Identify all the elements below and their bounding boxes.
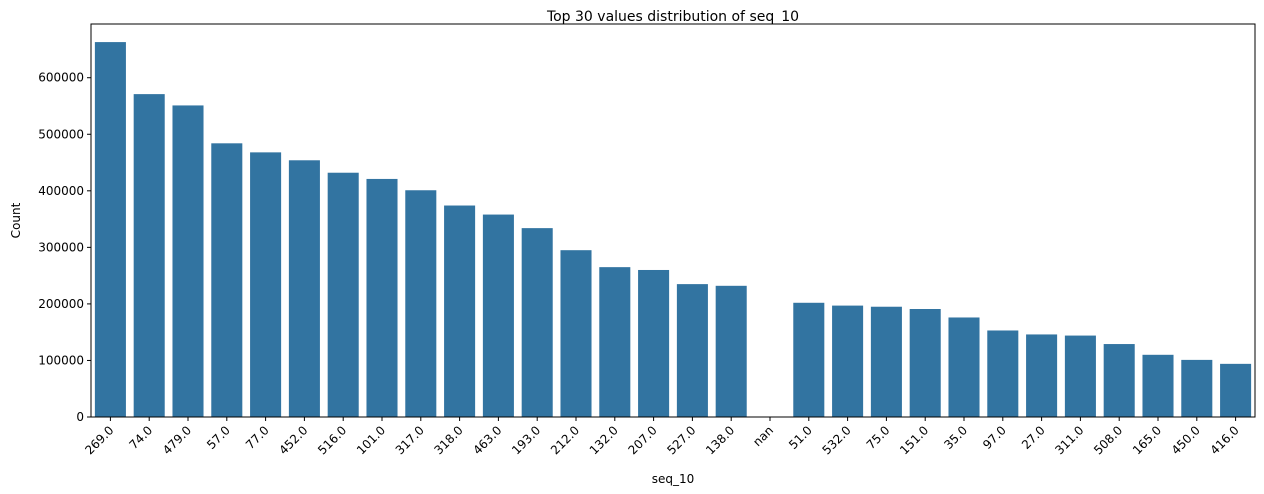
bar-527.0 [676, 284, 708, 417]
y-axis-label: Count [9, 202, 23, 238]
x-tick-label: 207.0 [626, 423, 660, 457]
x-tick-label: 35.0 [941, 423, 970, 452]
x-tick-label: 269.0 [82, 423, 116, 457]
bar-193.0 [521, 228, 553, 417]
bar-51.0 [793, 302, 825, 417]
x-tick-label: 416.0 [1208, 423, 1242, 457]
bar-463.0 [482, 214, 514, 417]
bar-35.0 [948, 317, 980, 417]
x-tick-label: 508.0 [1091, 423, 1125, 457]
x-tick-label: 97.0 [980, 423, 1009, 452]
x-tick-label: 452.0 [276, 423, 310, 457]
bar-138.0 [715, 285, 747, 417]
x-tick-label: 212.0 [548, 423, 582, 457]
bar-207.0 [638, 269, 670, 417]
bar-311.0 [1064, 335, 1096, 417]
plot-frame [90, 23, 1256, 418]
x-tick-label: 101.0 [354, 423, 388, 457]
x-axis: 269.0 74.0 479.0 57.0 77.0 452.0 516.0 101.0 317… [82, 417, 1242, 457]
bar-57.0 [211, 143, 243, 417]
x-tick-label: 75.0 [864, 423, 893, 452]
bar-101.0 [366, 178, 398, 417]
bar-132.0 [599, 267, 631, 417]
bar-479.0 [172, 105, 204, 418]
x-tick-label: 74.0 [127, 423, 156, 452]
chart-title: Top 30 values distribution of seq_10 [546, 9, 799, 25]
bar-450.0 [1181, 359, 1213, 417]
x-tick-label: 450.0 [1169, 423, 1203, 457]
x-tick-label: 318.0 [432, 423, 466, 457]
x-tick-label: 165.0 [1130, 423, 1164, 457]
x-tick-label: nan [750, 423, 776, 449]
x-tick-label: 151.0 [897, 423, 931, 457]
bar-452.0 [288, 160, 320, 417]
x-tick-label: 463.0 [470, 423, 504, 457]
bar-74.0 [133, 94, 165, 418]
bar-77.0 [250, 152, 282, 418]
x-tick-label: 77.0 [243, 423, 272, 452]
bar-416.0 [1220, 363, 1252, 417]
y-tick-label: 600000 [38, 71, 84, 85]
bar-269.0 [94, 42, 126, 418]
bar-75.0 [870, 306, 902, 417]
bars-group [94, 42, 1252, 418]
x-tick-label: 311.0 [1052, 423, 1086, 457]
x-axis-label: seq_10 [652, 472, 695, 486]
x-tick-label: 516.0 [315, 423, 349, 457]
y-tick-label: 200000 [38, 297, 84, 311]
x-tick-label: 532.0 [820, 423, 854, 457]
x-tick-label: 527.0 [664, 423, 698, 457]
x-tick-label: 132.0 [587, 423, 621, 457]
y-tick-label: 100000 [38, 353, 84, 367]
x-tick-label: 317.0 [393, 423, 427, 457]
x-tick-label: 27.0 [1019, 423, 1048, 452]
y-tick-label: 300000 [38, 240, 84, 254]
bar-317.0 [405, 190, 437, 417]
x-tick-label: 51.0 [786, 423, 815, 452]
bar-165.0 [1142, 354, 1174, 417]
bar-212.0 [560, 250, 592, 417]
x-tick-label: 193.0 [509, 423, 543, 457]
y-tick-label: 500000 [38, 127, 84, 141]
bar-516.0 [327, 172, 359, 417]
y-tick-label: 0 [76, 410, 84, 424]
x-tick-label: 138.0 [703, 423, 737, 457]
x-tick-label: 57.0 [204, 423, 233, 452]
x-tick-label: 479.0 [160, 423, 194, 457]
bar-508.0 [1103, 344, 1135, 417]
y-tick-label: 400000 [38, 184, 84, 198]
bar-532.0 [832, 305, 864, 417]
bar-151.0 [909, 309, 941, 417]
bar-97.0 [987, 330, 1019, 417]
y-axis: 0 100000 200000 300000 400000 500000 600000 [38, 71, 91, 424]
bar-27.0 [1026, 334, 1058, 417]
bar-318.0 [444, 205, 476, 417]
